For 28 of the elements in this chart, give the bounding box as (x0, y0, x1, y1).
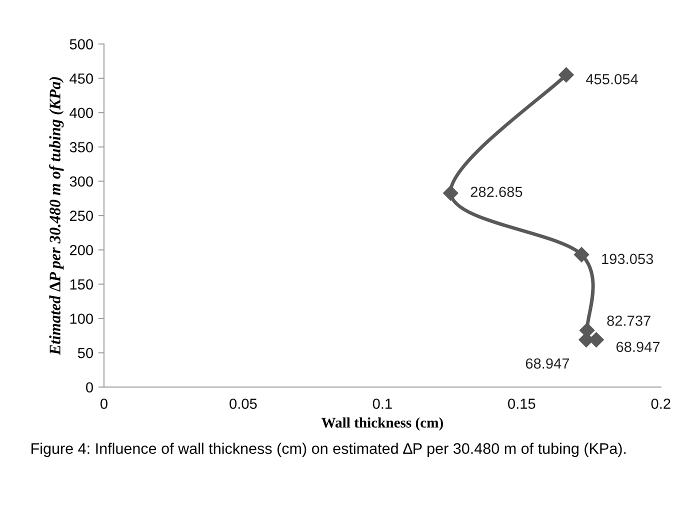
y-tick-label: 400 (70, 108, 93, 118)
data-label: 82.737 (607, 316, 650, 326)
point (574, 247, 590, 262)
y-tick-label: 0 (86, 382, 93, 393)
y-tick-label: 450 (70, 73, 93, 84)
point (558, 67, 574, 82)
x-tick-label: 0.15 (508, 398, 536, 409)
y-tick-label: 150 (70, 279, 93, 290)
x-tick-label: 0.2 (651, 398, 670, 409)
data-label: 68.947 (526, 358, 570, 369)
x-tick-label: 0.1 (372, 398, 392, 409)
y-tick-label: 500 (70, 39, 93, 50)
x-tick-label: 0 (100, 398, 108, 409)
data-label: 455.054 (586, 74, 638, 84)
y-tick-label: 100 (70, 314, 93, 324)
data-label: 193.053 (602, 254, 654, 264)
y-tick-label: 350 (70, 142, 93, 152)
y-tick-label: 50 (78, 348, 93, 358)
y-tick-label: 250 (70, 210, 93, 221)
y-tick-label: 200 (70, 244, 93, 256)
x-axis-title: Wall thickness (cm) (321, 417, 443, 431)
point (443, 186, 458, 201)
y-axis-title: Etimated ∆P per 30.480 m of tubing (KPa) (49, 77, 64, 356)
y-tick-label: 300 (70, 176, 93, 187)
caption: Figure 4: Influence of wall thickness (cm) on estimated ∆P per 30.480 m of tubing (KPa). (32, 442, 626, 457)
x-tick-label: 0.05 (230, 398, 257, 409)
data-label: 282.685 (470, 186, 522, 198)
data-label: 68.947 (616, 342, 660, 352)
